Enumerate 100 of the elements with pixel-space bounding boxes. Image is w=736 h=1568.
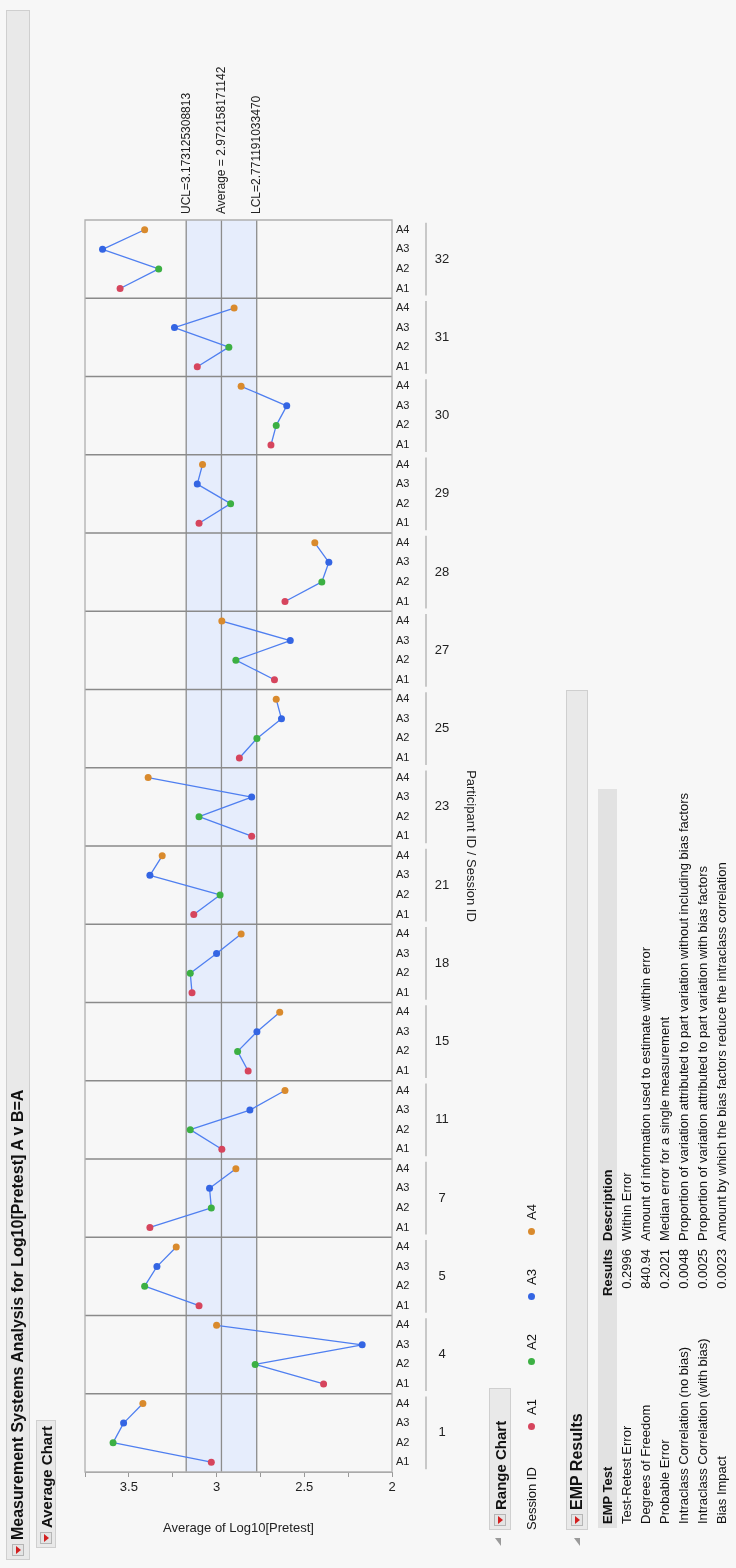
- point: [270, 676, 278, 684]
- y-tick-label: A3: [396, 946, 410, 959]
- y-tick-label: A3: [396, 242, 410, 255]
- y-tick-label: A1: [396, 672, 410, 685]
- point: [141, 226, 149, 234]
- point: [213, 950, 221, 958]
- text: 5: [438, 1267, 446, 1283]
- text: EMP Test: [598, 1305, 617, 1528]
- y-tick-label: A2: [396, 1044, 410, 1057]
- text: Intraclass Correlation (with bias): [694, 1337, 711, 1526]
- text: A2: [524, 1334, 539, 1350]
- point: [230, 304, 238, 312]
- point: [144, 774, 152, 782]
- text: 1: [438, 1424, 446, 1440]
- point: [358, 1341, 366, 1349]
- point: [206, 1184, 214, 1192]
- point: [170, 324, 178, 332]
- text: Intraclass Correlation (no bias): [675, 1345, 692, 1526]
- point: [237, 930, 245, 938]
- point: [272, 695, 280, 703]
- point: [207, 1204, 215, 1212]
- point: [218, 1145, 226, 1153]
- text: 21: [434, 876, 450, 892]
- text: Proportion of variation attributed to part variation without including bias factors: [675, 791, 692, 1243]
- text: 4: [438, 1346, 446, 1362]
- y-tick-label: A1: [396, 985, 410, 998]
- text: A1: [524, 1399, 539, 1415]
- y-tick-label: A4: [396, 927, 410, 940]
- y-tick-label: A4: [396, 614, 410, 627]
- y-tick-label: A3: [396, 868, 410, 881]
- text: 29: [434, 485, 450, 501]
- y-tick-label: A1: [396, 594, 410, 607]
- y-tick-label: A2: [396, 1279, 410, 1292]
- text: 0.0023: [713, 1248, 730, 1291]
- text: 840.94: [637, 1248, 654, 1291]
- point: [244, 1067, 252, 1075]
- y-tick-label: A3: [396, 477, 410, 490]
- point: [172, 1243, 180, 1251]
- x-tick-label: 3: [212, 1479, 221, 1495]
- point: [276, 1008, 284, 1016]
- text: Within Error: [618, 1171, 635, 1243]
- text: 18: [434, 954, 450, 970]
- y-tick-label: A3: [396, 711, 410, 724]
- text: 15: [434, 1033, 450, 1049]
- y-tick-label: A4: [396, 379, 410, 392]
- text: 0.0048: [675, 1248, 692, 1291]
- y-tick-label: A3: [396, 320, 410, 333]
- y-axis-title: Participant ID / Session ID: [463, 770, 479, 922]
- point: [190, 910, 198, 918]
- x-tick-label: 2.5: [295, 1479, 314, 1495]
- x-tick-label: 2: [388, 1479, 396, 1495]
- y-tick-label: A2: [396, 496, 410, 509]
- point: [186, 1126, 194, 1134]
- text: 25: [434, 720, 450, 736]
- point: [325, 558, 333, 566]
- y-tick-label: A2: [396, 653, 410, 666]
- y-tick-label: A4: [396, 457, 410, 470]
- text: Bias Impact: [713, 1455, 730, 1526]
- point: [272, 421, 280, 429]
- point: [158, 852, 166, 860]
- y-tick-label: A4: [396, 692, 410, 705]
- y-tick-label: A2: [396, 1357, 410, 1370]
- y-tick-label: A4: [396, 222, 410, 235]
- text: 0.0025: [694, 1248, 711, 1291]
- text: 27: [434, 641, 450, 657]
- y-tick-label: A1: [396, 829, 410, 842]
- text: Probable Error: [656, 1438, 673, 1526]
- point: [218, 617, 226, 625]
- point: [320, 1380, 328, 1388]
- text: 7: [438, 1189, 446, 1205]
- point: [232, 656, 240, 664]
- point: [248, 832, 256, 840]
- y-tick-label: A3: [396, 1259, 410, 1272]
- text: Range Chart: [491, 1420, 509, 1510]
- y-tick-label: A3: [396, 790, 410, 803]
- y-tick-label: A3: [396, 1337, 410, 1350]
- text: Amount of information used to estimate within error: [637, 945, 654, 1243]
- ref-line-label: Average = 2.972158171142: [213, 66, 228, 214]
- point: [227, 500, 235, 508]
- text: Median error for a single measurement: [656, 1016, 673, 1243]
- y-tick-label: A2: [396, 809, 410, 822]
- y-tick-label: A1: [396, 281, 410, 294]
- y-tick-label: A2: [396, 731, 410, 744]
- y-tick-label: A3: [396, 398, 410, 411]
- text: A4: [524, 1204, 539, 1220]
- point: [155, 265, 163, 273]
- y-tick-label: A1: [396, 1455, 410, 1468]
- legend-title: Session ID: [524, 1466, 539, 1530]
- y-tick-label: A1: [396, 1220, 410, 1233]
- x-axis-title: Average of Log10[Pretest]: [163, 1519, 314, 1535]
- text: A3: [524, 1269, 539, 1285]
- y-tick-label: A1: [396, 438, 410, 450]
- point: [318, 578, 326, 586]
- point: [277, 715, 285, 723]
- text: 0.2996: [618, 1248, 635, 1291]
- point: [188, 989, 196, 997]
- text: 0.2021: [656, 1248, 673, 1291]
- point: [146, 1223, 154, 1231]
- point: [237, 382, 245, 390]
- text: Average Chart: [37, 1426, 55, 1528]
